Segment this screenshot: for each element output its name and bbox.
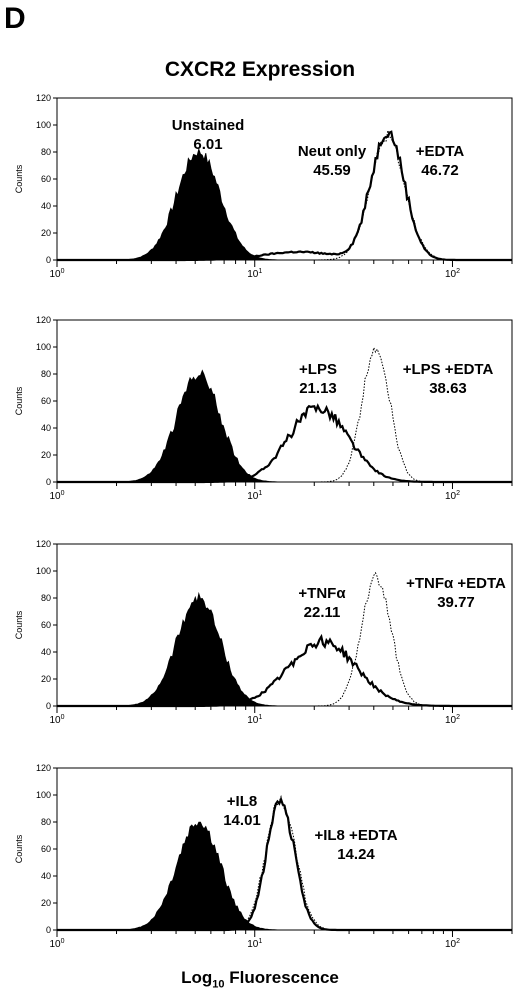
- annotation-value: 45.59: [313, 162, 351, 179]
- y-tick-label: 100: [36, 566, 51, 576]
- x-tick-label: 100: [49, 268, 64, 280]
- y-tick-label: 0: [46, 477, 51, 487]
- annotation-label: +EDTA: [416, 143, 465, 160]
- plot-frame: [56, 767, 513, 931]
- y-tick-label: 20: [41, 898, 51, 908]
- y-tick-label: 80: [41, 817, 51, 827]
- y-axis-label: Counts: [14, 164, 24, 193]
- annotation-value: 14.24: [337, 846, 375, 863]
- annotation-label: Neut only: [298, 143, 367, 160]
- chart-title: CXCR2 Expression: [164, 58, 356, 81]
- plot-frame: [56, 319, 513, 483]
- y-tick-label: 40: [41, 871, 51, 881]
- annotation-value: 39.77: [437, 594, 475, 611]
- annotation-value: 22.11: [304, 604, 341, 621]
- x-tick-label: 102: [445, 268, 460, 280]
- histogram-treated: [57, 633, 512, 708]
- annotation-label: Unstained: [172, 117, 245, 134]
- x-tick-label: 100: [49, 938, 64, 950]
- y-tick-label: 20: [41, 450, 51, 460]
- y-tick-label: 0: [46, 701, 51, 711]
- plot-frame: [56, 543, 513, 707]
- y-axis-label: Counts: [14, 610, 24, 639]
- histogram-edta: [57, 130, 512, 261]
- annotation-label: +TNFα: [298, 585, 346, 602]
- annotation-label: +IL8 +EDTA: [314, 827, 397, 844]
- annotation-value: 6.01: [193, 136, 222, 153]
- y-tick-label: 100: [36, 342, 51, 352]
- y-tick-label: 120: [36, 93, 51, 103]
- y-tick-label: 40: [41, 423, 51, 433]
- x-axis-label-main: Log: [181, 968, 213, 987]
- y-tick-label: 120: [36, 539, 51, 549]
- histogram-panel-2: 0 20 40 60 80 100 120 Counts 100 101 102 +LPS 21.13 +…: [14, 315, 513, 502]
- x-tick-label: 101: [247, 938, 262, 950]
- histogram-panel-4: 0 20 40 60 80 100 120 Counts 100 101 102 +IL8 14.01 +…: [14, 763, 513, 950]
- plot-frame: [56, 97, 513, 261]
- annotation-value: 46.72: [421, 162, 459, 179]
- histogram-panel-1: 0 20 40 60 80 100 120 Counts 100 101 102 Unstained 6…: [14, 93, 513, 280]
- y-tick-label: 120: [36, 315, 51, 325]
- x-axis-label-sub: 10: [212, 978, 225, 991]
- y-tick-label: 40: [41, 201, 51, 211]
- annotation-label: +TNFα +EDTA: [406, 575, 506, 592]
- y-axis-label: Counts: [14, 834, 24, 863]
- histogram-treated: [57, 403, 512, 484]
- histogram-edta: [57, 571, 512, 707]
- histogram-unstained: [57, 821, 512, 931]
- y-tick-label: 60: [41, 174, 51, 184]
- y-tick-label: 80: [41, 369, 51, 379]
- x-tick-label: 101: [247, 714, 262, 726]
- panel-letter: D: [4, 2, 26, 35]
- y-tick-label: 40: [41, 647, 51, 657]
- y-axis-label: Counts: [14, 386, 24, 415]
- x-tick-label: 102: [445, 938, 460, 950]
- x-tick-label: 102: [445, 714, 460, 726]
- x-tick-label: 100: [49, 714, 64, 726]
- histogram-treated: [57, 796, 512, 932]
- x-axis-label-rest: Fluorescence: [224, 968, 339, 987]
- annotation-value: 14.01: [223, 812, 261, 829]
- annotation-label: +LPS: [299, 361, 337, 378]
- histogram-panel-3: 0 20 40 60 80 100 120 Counts 100 101 102 +TNFα 22.11…: [14, 539, 513, 726]
- x-tick-label: 100: [49, 490, 64, 502]
- y-tick-label: 0: [46, 255, 51, 265]
- y-tick-label: 60: [41, 396, 51, 406]
- annotation-value: 21.13: [299, 380, 337, 397]
- y-tick-label: 60: [41, 620, 51, 630]
- annotation-label: +IL8: [227, 793, 257, 810]
- y-tick-label: 20: [41, 674, 51, 684]
- x-tick-label: 101: [247, 268, 262, 280]
- histogram-edta: [57, 346, 512, 483]
- y-tick-label: 60: [41, 844, 51, 854]
- x-axis-label: Log10 Fluorescence: [0, 968, 520, 990]
- x-tick-label: 102: [445, 490, 460, 502]
- annotation-value: 38.63: [429, 380, 467, 397]
- annotation-label: +LPS +EDTA: [403, 361, 494, 378]
- y-tick-label: 120: [36, 763, 51, 773]
- y-tick-label: 100: [36, 120, 51, 130]
- y-tick-label: 80: [41, 593, 51, 603]
- y-tick-label: 100: [36, 790, 51, 800]
- y-tick-label: 0: [46, 925, 51, 935]
- histogram-edta: [57, 794, 512, 931]
- y-tick-label: 20: [41, 228, 51, 238]
- x-tick-label: 101: [247, 490, 262, 502]
- y-tick-label: 80: [41, 147, 51, 157]
